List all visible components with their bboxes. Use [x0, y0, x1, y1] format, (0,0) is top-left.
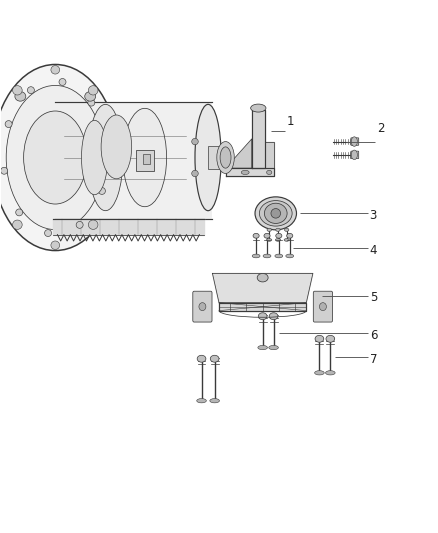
FancyBboxPatch shape [193, 291, 212, 322]
Ellipse shape [286, 254, 293, 258]
Ellipse shape [103, 141, 110, 148]
Ellipse shape [88, 86, 98, 95]
Ellipse shape [285, 228, 289, 231]
Ellipse shape [255, 197, 297, 230]
Ellipse shape [217, 142, 234, 173]
Polygon shape [226, 139, 252, 168]
Ellipse shape [258, 345, 268, 350]
Ellipse shape [101, 115, 132, 179]
Ellipse shape [263, 254, 271, 258]
Text: 2: 2 [377, 122, 385, 135]
Ellipse shape [13, 86, 22, 95]
Ellipse shape [0, 64, 119, 251]
Text: 5: 5 [370, 292, 377, 304]
Polygon shape [265, 142, 274, 168]
Ellipse shape [88, 104, 123, 211]
Ellipse shape [253, 233, 259, 238]
Ellipse shape [45, 230, 52, 237]
Ellipse shape [241, 170, 249, 174]
Ellipse shape [197, 399, 206, 403]
Text: 7: 7 [370, 352, 377, 366]
Ellipse shape [192, 139, 198, 145]
Ellipse shape [103, 136, 125, 168]
Ellipse shape [6, 85, 104, 230]
Ellipse shape [5, 120, 12, 127]
Ellipse shape [314, 370, 324, 375]
Ellipse shape [81, 120, 108, 195]
Bar [55, 102, 212, 219]
Ellipse shape [271, 208, 281, 218]
Ellipse shape [319, 303, 326, 311]
Bar [208, 146, 226, 169]
Ellipse shape [199, 303, 206, 311]
Ellipse shape [13, 220, 22, 229]
Ellipse shape [15, 92, 26, 101]
Ellipse shape [275, 254, 283, 258]
Text: 6: 6 [370, 328, 377, 342]
Ellipse shape [210, 399, 219, 403]
Polygon shape [252, 110, 265, 168]
Polygon shape [53, 219, 204, 235]
Ellipse shape [99, 188, 106, 195]
Ellipse shape [85, 92, 95, 101]
Text: 3: 3 [370, 209, 377, 222]
Ellipse shape [51, 241, 60, 249]
Ellipse shape [325, 370, 335, 375]
Ellipse shape [267, 239, 272, 241]
Ellipse shape [276, 239, 281, 241]
Ellipse shape [192, 170, 198, 176]
Ellipse shape [265, 203, 287, 223]
FancyBboxPatch shape [313, 291, 332, 322]
Ellipse shape [24, 111, 87, 204]
Ellipse shape [284, 239, 289, 241]
Ellipse shape [195, 104, 221, 211]
Ellipse shape [351, 150, 357, 160]
Polygon shape [212, 273, 313, 303]
FancyBboxPatch shape [351, 138, 359, 146]
Polygon shape [219, 303, 306, 311]
Ellipse shape [28, 87, 35, 94]
Bar [136, 150, 153, 171]
Ellipse shape [220, 147, 231, 168]
Ellipse shape [264, 233, 270, 238]
Ellipse shape [326, 335, 335, 342]
Ellipse shape [315, 335, 324, 342]
Ellipse shape [51, 66, 60, 74]
Ellipse shape [123, 108, 166, 207]
Ellipse shape [259, 200, 292, 226]
Ellipse shape [269, 313, 278, 320]
Ellipse shape [258, 313, 267, 320]
Ellipse shape [0, 167, 7, 174]
Ellipse shape [88, 99, 95, 106]
Bar [143, 155, 150, 164]
Ellipse shape [16, 209, 23, 216]
Ellipse shape [59, 78, 66, 85]
Text: 4: 4 [370, 244, 377, 256]
Ellipse shape [276, 228, 280, 231]
Ellipse shape [351, 137, 357, 147]
Ellipse shape [210, 356, 219, 362]
Polygon shape [226, 168, 274, 176]
Ellipse shape [76, 221, 83, 228]
FancyBboxPatch shape [351, 151, 359, 159]
Ellipse shape [287, 233, 293, 238]
Ellipse shape [257, 273, 268, 282]
Ellipse shape [252, 254, 260, 258]
Text: 1: 1 [287, 115, 294, 128]
Ellipse shape [88, 220, 98, 229]
Ellipse shape [276, 233, 282, 238]
Ellipse shape [269, 345, 279, 350]
Ellipse shape [197, 356, 206, 362]
Ellipse shape [267, 170, 272, 174]
Ellipse shape [251, 104, 266, 112]
Ellipse shape [267, 228, 272, 231]
